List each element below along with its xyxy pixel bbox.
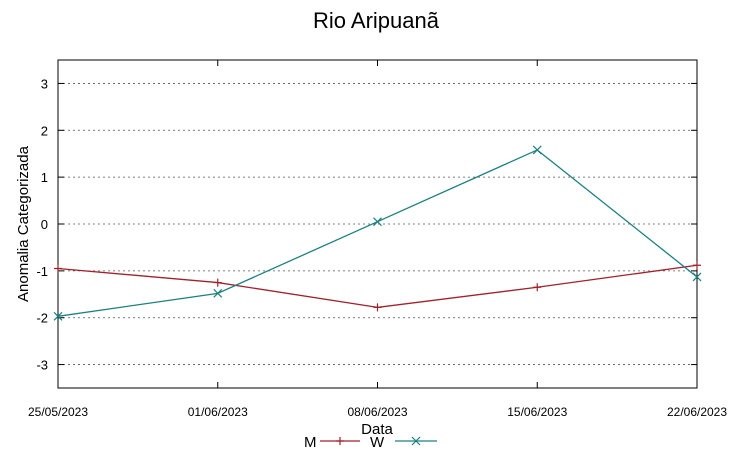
data-point-W [532,145,542,155]
data-point-W [692,272,702,282]
legend-item-W: W [370,434,437,451]
data-point-M [213,278,222,287]
x-tick-label: 08/06/2023 [347,405,407,419]
legend-item-M: M [304,434,360,451]
data-point-M [373,303,382,312]
legend-marker [411,436,421,446]
y-axis-label: Anomalia Categorizada [15,145,32,302]
data-point-W [373,217,382,227]
y-tick-label: -1 [36,264,48,279]
x-axis-label: Data [361,421,393,438]
chart-title: Rio Aripuanã [313,8,440,33]
y-tick-label: -2 [36,311,48,326]
y-tick-label: 2 [41,123,48,138]
series-line-M [57,264,698,309]
series-M [54,261,701,312]
x-tick-label: 25/05/2023 [28,405,88,419]
data-point-M [533,283,542,292]
series-lines [53,145,702,321]
x-tick-label: 01/06/2023 [188,405,248,419]
x-tick-label: 22/06/2023 [667,405,727,419]
data-point-W [213,288,223,298]
x-tick-label: 15/06/2023 [507,405,567,419]
legend-label: W [370,434,385,451]
x-axis-ticks: 25/05/2023 01/06/2023 08/06/2023 15/06/2023… [28,60,727,419]
grid-lines [58,83,697,365]
y-tick-label: 3 [41,76,48,91]
data-point-M [54,264,62,273]
legend-marker [336,437,344,445]
data-point-W [53,311,63,321]
y-tick-label: 1 [41,170,48,185]
y-tick-label: -3 [36,358,48,373]
legend-label: M [304,434,317,451]
series-W [53,145,702,321]
series-line-W [57,149,698,317]
data-point-M [693,261,701,270]
y-axis-ticks: -3 -2 -1 0 1 2 3 [36,76,697,373]
y-tick-label: 0 [41,217,48,232]
